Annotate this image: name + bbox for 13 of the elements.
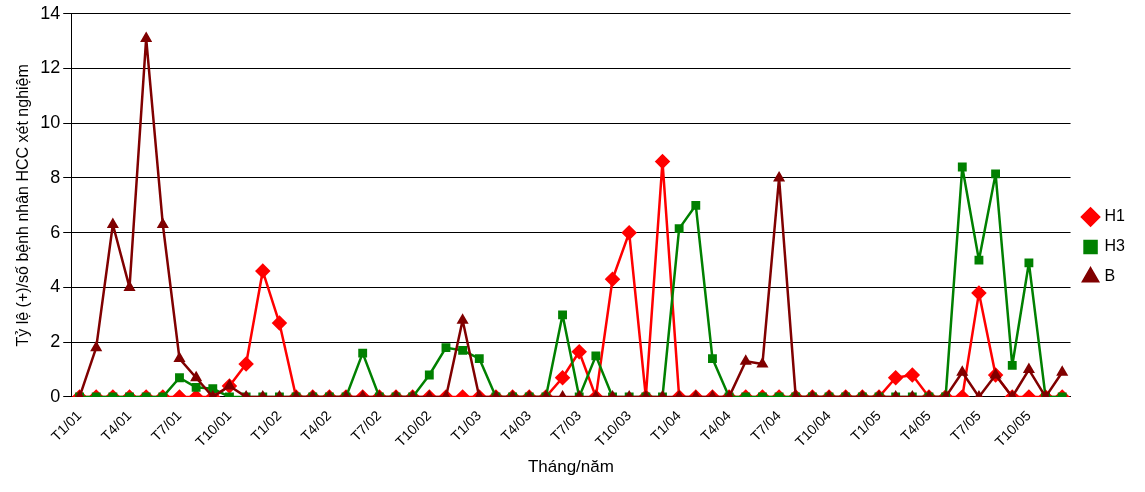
legend-label: H3: [1104, 237, 1126, 255]
y-tick-label: 4: [50, 276, 61, 297]
y-tick-label: 8: [50, 166, 61, 187]
y-tick-label: 6: [50, 221, 61, 242]
y-tick-label: 2: [50, 331, 61, 352]
y-tick-label: 10: [40, 112, 61, 133]
legend-label: H1: [1104, 207, 1126, 225]
y-tick-label: 12: [40, 57, 61, 78]
y-axis-title: Tỷ lệ (+)/số bệnh nhân HCC xét nghiệm: [14, 64, 32, 347]
y-tick-label: 0: [50, 385, 61, 406]
y-tick-label: 14: [40, 2, 61, 23]
x-axis-title: Tháng/năm: [527, 457, 614, 477]
legend-label: B: [1104, 267, 1116, 285]
